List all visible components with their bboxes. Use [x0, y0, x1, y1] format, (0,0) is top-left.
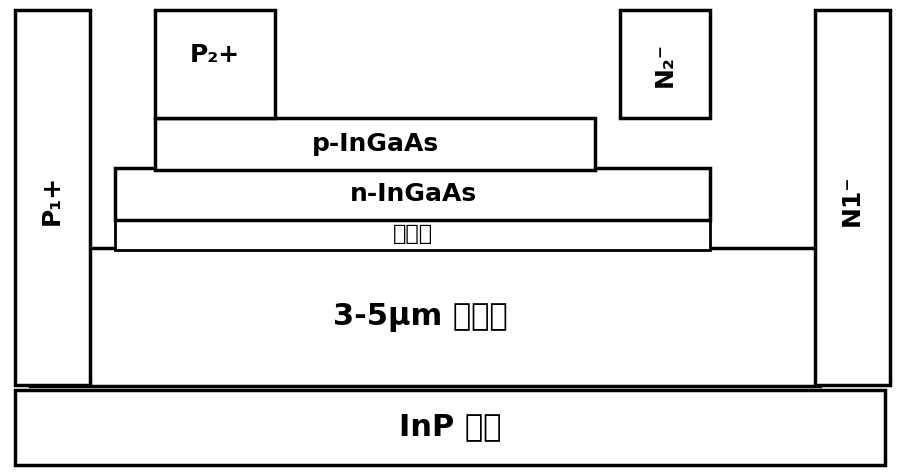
Text: N1⁻: N1⁻: [840, 174, 864, 226]
Bar: [155, 118, 595, 170]
Text: P₁+: P₁+: [40, 175, 64, 225]
Text: n-InGaAs: n-InGaAs: [349, 182, 477, 206]
Bar: [15, 390, 885, 465]
Bar: [815, 10, 890, 385]
Bar: [15, 10, 90, 385]
Text: 维缘层: 维缘层: [393, 224, 433, 244]
Text: P₂+: P₂+: [190, 43, 240, 67]
Text: N₂⁻: N₂⁻: [653, 42, 677, 86]
Text: 3-5μm 光导层: 3-5μm 光导层: [333, 302, 508, 331]
Bar: [30, 248, 820, 386]
Text: p-InGaAs: p-InGaAs: [311, 132, 439, 156]
Bar: [115, 218, 710, 250]
Bar: [620, 10, 710, 118]
Bar: [115, 168, 710, 220]
Text: InP 衬底: InP 衬底: [399, 412, 501, 441]
Bar: [155, 10, 275, 118]
